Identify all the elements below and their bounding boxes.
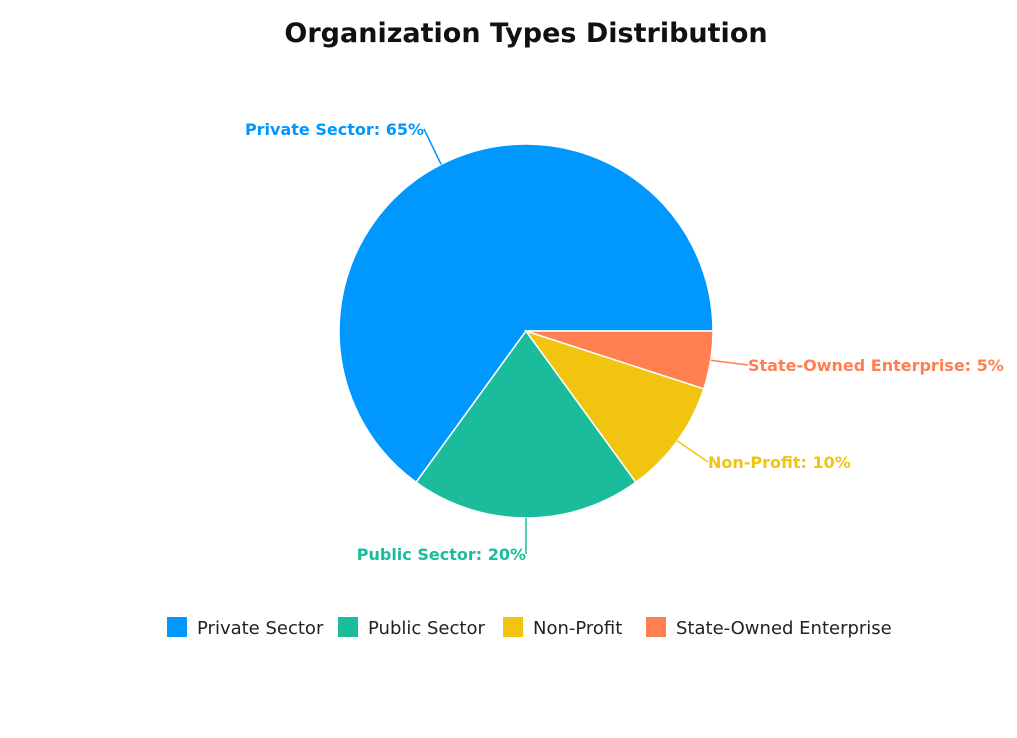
legend: Private Sector Public Sector Non-Profit Sta… <box>167 617 892 639</box>
legend-item-state-owned-enterprise[interactable]: State-Owned Enterprise <box>646 617 892 639</box>
legend-swatch-private-sector <box>167 617 187 637</box>
slice-label-private-sector: Private Sector: 65% <box>245 120 424 139</box>
legend-item-private-sector[interactable]: Private Sector <box>167 617 324 639</box>
leader-line-non-profit <box>676 440 709 463</box>
slice-label-non-profit: Non-Profit: 10% <box>708 453 851 472</box>
slice-label-public-sector: Public Sector: 20% <box>357 545 526 564</box>
legend-label-private-sector: Private Sector <box>197 618 324 639</box>
chart-title: Organization Types Distribution <box>284 18 767 49</box>
label-leader-lines <box>423 128 749 554</box>
legend-item-non-profit[interactable]: Non-Profit <box>503 617 622 639</box>
pie-slice-state-owned-enterprise <box>525 330 714 390</box>
legend-swatch-non-profit <box>503 617 523 637</box>
legend-label-public-sector: Public Sector <box>368 618 485 639</box>
slice-label-state-owned-enterprise: State-Owned Enterprise: 5% <box>748 356 1004 375</box>
pie-slice-private-sector <box>338 143 714 484</box>
pie-slices <box>338 143 714 519</box>
legend-item-public-sector[interactable]: Public Sector <box>338 617 485 639</box>
pie-slice-public-sector <box>415 329 637 519</box>
slice-labels: Private Sector: 65% Public Sector: 20% Non… <box>245 120 1004 564</box>
legend-swatch-public-sector <box>338 617 358 637</box>
legend-swatch-state-owned-enterprise <box>646 617 666 637</box>
legend-label-state-owned-enterprise: State-Owned Enterprise <box>676 618 892 639</box>
leader-line-private-sector <box>423 128 442 165</box>
leader-line-state-owned-enterprise <box>710 359 749 366</box>
pie-slice-non-profit <box>524 329 705 484</box>
legend-label-non-profit: Non-Profit <box>533 618 622 639</box>
